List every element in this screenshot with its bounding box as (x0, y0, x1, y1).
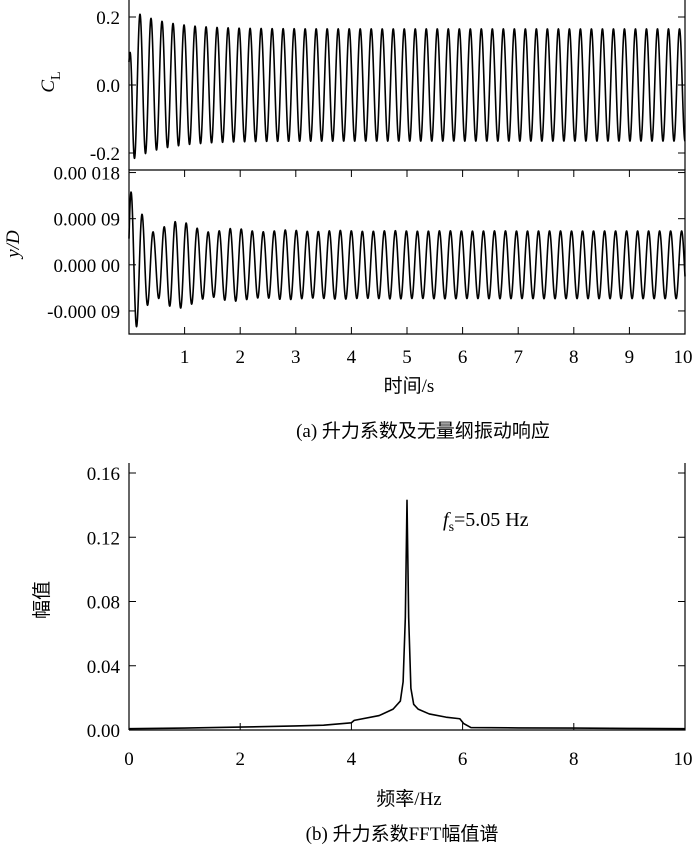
frequency-x-label: 频率/Hz (376, 788, 441, 810)
lift-coefficient-chart: CL 0.2 0.0 -0.2 (38, 0, 686, 170)
fft-y-tick-label: 0.04 (87, 657, 121, 678)
displacement-series (128, 191, 686, 328)
time-x-tick-label: 5 (402, 347, 412, 368)
fft-chart: 幅值 0.16 0.12 0.08 0.04 0.000 2 4 6 8 10 fs=5.05 H… (31, 463, 693, 810)
lift-y-tick-label: 0.0 (96, 76, 120, 97)
fft-y-tick-label: 0.08 (87, 593, 120, 614)
time-x-tick-label: 1 (180, 347, 190, 368)
lift-coefficient-y-label: CL (38, 71, 64, 92)
time-x-tick-label: 8 (569, 347, 579, 368)
time-x-tick-label: 4 (347, 347, 357, 368)
caption-b: (b) 升力系数FFT幅值谱 (306, 823, 499, 845)
lift-y-tick-label: 0.2 (96, 8, 120, 29)
fft-x-tick-label: 0 (124, 749, 134, 770)
fft-frame (128, 463, 686, 731)
fft-y-tick-label: 0.00 (87, 721, 120, 742)
fft-y-tick-label: 0.16 (87, 464, 120, 485)
time-x-tick-label: 3 (291, 347, 301, 368)
fft-x-tick-label: 2 (235, 749, 245, 770)
time-x-tick-label: 2 (235, 347, 245, 368)
lift-coefficient-frame (128, 0, 686, 170)
displacement-y-label: y/D (3, 230, 24, 260)
caption-a: (a) 升力系数及无量纲振动响应 (296, 420, 550, 442)
disp-y-tick-label: -0.000 09 (47, 302, 120, 323)
peak-annotation: fs=5.05 Hz (443, 509, 529, 535)
displacement-frame (128, 169, 686, 335)
amplitude-y-label: 幅值 (31, 581, 53, 619)
lift-coefficient-series (128, 13, 686, 160)
disp-y-tick-label: 0.000 09 (54, 210, 121, 231)
ylabel-sub: L (49, 71, 64, 80)
fft-series (128, 499, 686, 730)
displacement-chart: y/D 0.00 018 0.000 09 0.000 00 -0.000 09 1 2 3… (3, 164, 693, 397)
ylabel-main: C (38, 80, 59, 93)
time-x-label: 时间/s (384, 375, 435, 397)
disp-y-tick-label: 0.000 00 (54, 256, 121, 277)
time-x-tick-label: 10 (674, 347, 693, 368)
fft-x-tick-label: 6 (458, 749, 468, 770)
fft-x-tick-label: 4 (347, 749, 357, 770)
time-x-tick-label: 6 (458, 347, 468, 368)
disp-y-tick-label: 0.00 018 (54, 164, 121, 185)
time-x-tick-label: 9 (625, 347, 635, 368)
fft-y-tick-label: 0.12 (87, 528, 120, 549)
lift-y-tick-label: -0.2 (90, 144, 120, 165)
fft-x-tick-label: 8 (569, 749, 579, 770)
time-x-tick-label: 7 (513, 347, 523, 368)
fft-x-tick-label: 10 (674, 749, 693, 770)
